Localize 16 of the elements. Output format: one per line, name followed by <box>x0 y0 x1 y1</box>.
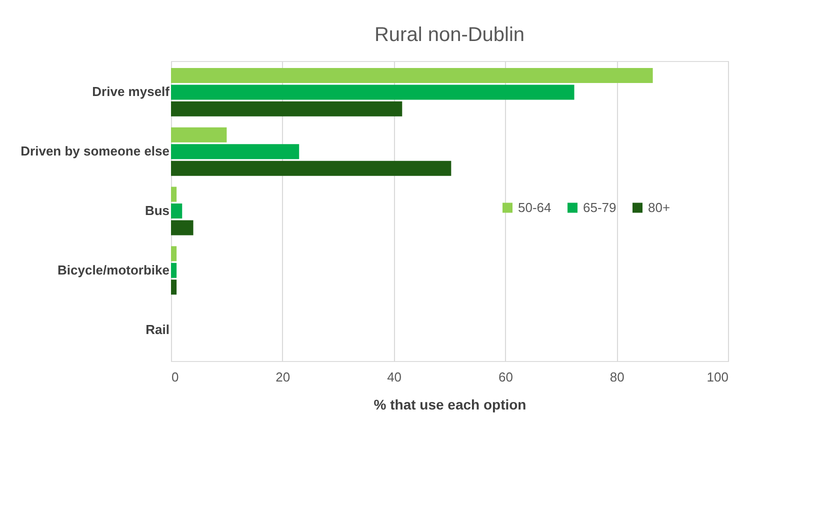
y-tick-label: Bus <box>144 203 170 218</box>
legend-label: 65-79 <box>583 200 616 215</box>
chart-title: Rural non-Dublin <box>374 24 525 46</box>
x-tick-label: 80 <box>610 370 624 384</box>
y-tick-label: Drive myself <box>92 84 170 100</box>
x-tick-label: 40 <box>387 370 402 384</box>
x-tick-label: 100 <box>706 370 728 384</box>
legend-label: 50-64 <box>518 200 552 215</box>
x-tick-label: 0 <box>172 370 179 384</box>
y-tick-label: Driven by someone else <box>20 144 170 159</box>
y-tick-label: Rail <box>146 322 170 337</box>
x-tick-label: 20 <box>276 370 290 384</box>
x-tick-label: 60 <box>498 370 513 384</box>
x-axis-title: % that use each option <box>374 396 526 412</box>
legend-label: 80+ <box>648 200 670 215</box>
y-tick-label: Bicycle/motorbike <box>58 262 170 278</box>
